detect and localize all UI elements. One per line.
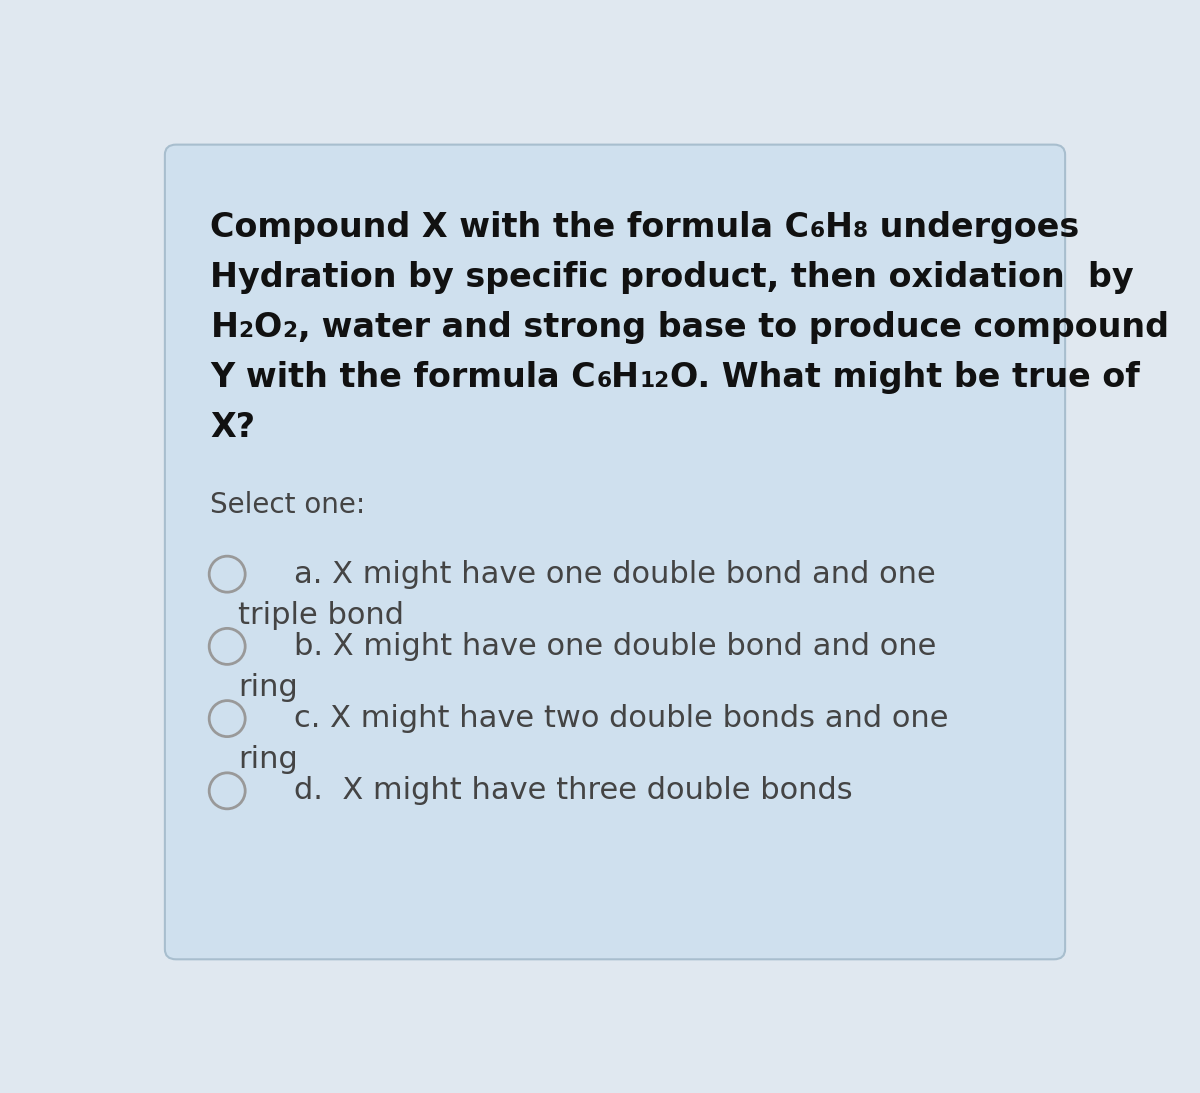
- Text: b. X might have one double bond and one: b. X might have one double bond and one: [294, 632, 936, 661]
- Text: 6: 6: [810, 221, 824, 242]
- Text: 12: 12: [640, 372, 670, 391]
- Text: a. X might have one double bond and one: a. X might have one double bond and one: [294, 560, 936, 589]
- Text: O. What might be true of: O. What might be true of: [670, 361, 1139, 395]
- Text: ,: ,: [296, 312, 310, 344]
- Text: Select one:: Select one:: [210, 491, 366, 519]
- Text: H: H: [824, 211, 853, 244]
- Text: X?: X?: [210, 411, 256, 444]
- Text: ring: ring: [239, 745, 298, 775]
- Text: c. X might have two double bonds and one: c. X might have two double bonds and one: [294, 704, 949, 733]
- Text: 6: 6: [596, 372, 611, 391]
- Text: Y with the formula C: Y with the formula C: [210, 361, 596, 395]
- Text: H: H: [611, 361, 640, 395]
- Text: water and strong base to produce compound: water and strong base to produce compoun…: [310, 312, 1169, 344]
- Text: 2: 2: [239, 321, 253, 341]
- Text: O: O: [253, 312, 282, 344]
- Text: undergoes: undergoes: [868, 211, 1079, 244]
- Text: Compound X with the formula C: Compound X with the formula C: [210, 211, 810, 244]
- Text: Hydration by specific product, then oxidation  by: Hydration by specific product, then oxid…: [210, 261, 1134, 294]
- Text: triple bond: triple bond: [239, 601, 404, 630]
- Text: d.  X might have three double bonds: d. X might have three double bonds: [294, 776, 853, 806]
- FancyBboxPatch shape: [164, 144, 1066, 960]
- Text: 2: 2: [282, 321, 296, 341]
- Text: H: H: [210, 312, 239, 344]
- Text: 8: 8: [853, 221, 868, 242]
- Text: ring: ring: [239, 673, 298, 702]
